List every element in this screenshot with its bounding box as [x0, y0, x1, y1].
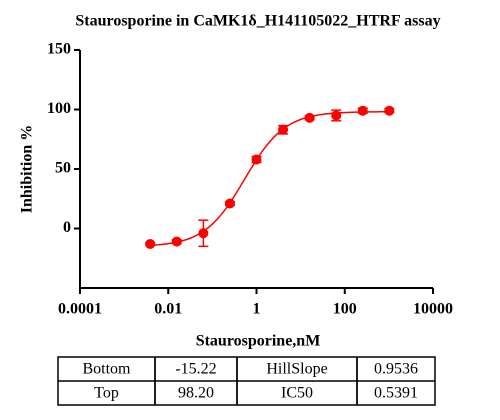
- point: [384, 105, 395, 116]
- fit-curve: [150, 110, 390, 247]
- table-cell: -15.22: [175, 361, 216, 378]
- table-cell: 0.5391: [374, 385, 418, 402]
- x-tick-label: 100: [333, 301, 357, 318]
- x-tick-label: 1: [253, 301, 261, 318]
- y-tick-label: 0: [63, 219, 71, 236]
- point: [145, 238, 156, 249]
- table-cell: Top: [94, 385, 119, 402]
- table-cell: IC50: [281, 385, 313, 402]
- point: [251, 154, 262, 165]
- x-tick-label: 0.01: [154, 301, 182, 318]
- table-cell: Bottom: [82, 361, 131, 378]
- point: [171, 236, 182, 247]
- y-tick-label: 150: [47, 41, 71, 58]
- y-tick-label: 50: [55, 160, 71, 177]
- fit-table: Bottom -15.22 HillSlope 0.9536 Top 98.20 IC50 0…: [57, 356, 436, 406]
- x-axis-label: Staurosporine,nM: [196, 333, 321, 350]
- x-tick-label: 0.0001: [58, 301, 102, 318]
- table-cell: HillSlope: [266, 361, 327, 378]
- y-tick-label: 100: [47, 100, 71, 117]
- point: [304, 112, 315, 123]
- y-axis-label: Inhibition %: [19, 125, 36, 213]
- point: [278, 124, 289, 135]
- table-cell: 0.9536: [374, 361, 418, 378]
- x-tick-label: 10000: [413, 301, 453, 318]
- point: [331, 110, 342, 121]
- point: [198, 228, 209, 239]
- point: [224, 198, 235, 209]
- chart-title: Staurosporine in CaMK1δ_H141105022_HTRF …: [75, 13, 440, 30]
- table-cell: 98.20: [178, 385, 214, 402]
- point: [357, 105, 368, 116]
